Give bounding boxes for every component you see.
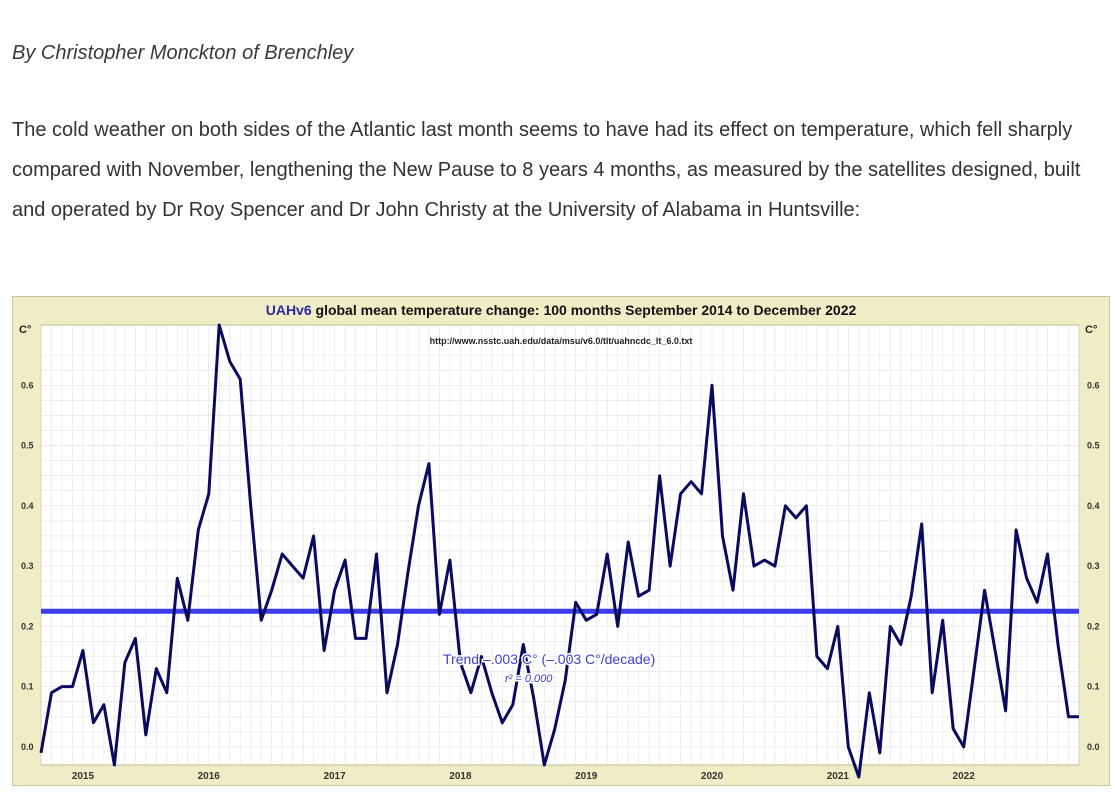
y-tick-label-right: 0.2 <box>1087 621 1100 631</box>
y-tick-label-left: 0.2 <box>21 621 34 631</box>
y-tick-label-left: 0.3 <box>21 561 34 571</box>
y-tick-label-right: 0.1 <box>1087 682 1100 692</box>
temperature-series-line <box>39 323 1079 779</box>
label-layer: 0.0 0.0 0.1 0.1 0.2 0.2 0.3 0.3 0.4 0.4 0.5 0.5 0.6 0… <box>21 380 1100 782</box>
article-byline: By Christopher Monckton of Brenchley <box>12 42 354 64</box>
y-tick-label-right: 0.6 <box>1087 380 1100 390</box>
y-tick-label-left: 0.5 <box>21 441 34 451</box>
x-tick-label: 2017 <box>323 771 346 782</box>
article-paragraph: The cold weather on both sides of the At… <box>12 119 1081 221</box>
y-tick-label-right: 0.3 <box>1087 561 1100 571</box>
chart-grid <box>40 325 1080 765</box>
chart-title-prefix: UAHv6 <box>266 302 312 318</box>
x-tick-label: 2021 <box>827 771 850 782</box>
y-axis-label-right: C° <box>1085 324 1097 336</box>
y-tick-label-right: 0.4 <box>1087 501 1100 511</box>
x-tick-label: 2022 <box>953 771 976 782</box>
chart-svg: 0.0 0.0 0.1 0.1 0.2 0.2 0.3 0.3 0.4 0.4 0.5 0.5 0.6 0… <box>19 302 1100 782</box>
trend-label: Trend –.003 C° (–.003 C°/decade) <box>443 651 655 667</box>
series-layer <box>39 323 1079 779</box>
chart-subtitle: http://www.nsstc.uah.edu/data/msu/v6.0/t… <box>430 336 693 346</box>
x-tick-label: 2016 <box>198 771 221 782</box>
y-tick-label-left: 0.1 <box>21 682 34 692</box>
x-tick-label: 2018 <box>449 771 472 782</box>
chart-title-rest: global mean temperature change: 100 mont… <box>312 302 857 318</box>
trend-r2-label: r² = 0.000 <box>505 673 553 685</box>
y-tick-label-left: 0.4 <box>21 501 34 511</box>
y-tick-label-right: 0.5 <box>1087 441 1100 451</box>
temperature-chart: 0.0 0.0 0.1 0.1 0.2 0.2 0.3 0.3 0.4 0.4 0.5 0.5 0.6 0… <box>12 296 1110 786</box>
y-tick-label-left: 0.0 <box>21 742 34 752</box>
x-tick-label: 2019 <box>575 771 598 782</box>
y-tick-label-right: 0.0 <box>1087 742 1100 752</box>
x-tick-label: 2020 <box>701 771 724 782</box>
y-axis-label-left: C° <box>19 324 31 336</box>
x-tick-label: 2015 <box>72 771 95 782</box>
chart-title: UAHv6 global mean temperature change: 10… <box>266 302 857 318</box>
y-tick-label-left: 0.6 <box>21 380 34 390</box>
